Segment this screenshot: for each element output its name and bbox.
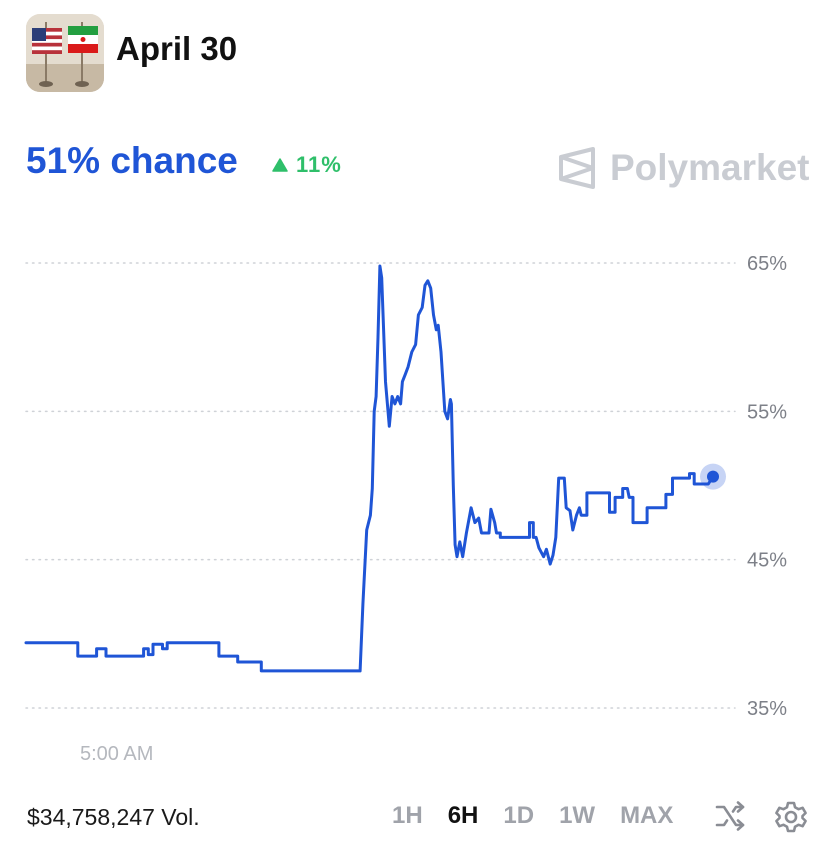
- polymarket-brand: Polymarket: [558, 146, 810, 190]
- volume-label: $34,758,247 Vol.: [27, 804, 200, 830]
- x-tick-label: 5:00 AM: [80, 743, 153, 765]
- us-iran-flags-image: [26, 14, 104, 92]
- range-1w-button[interactable]: 1W: [559, 802, 596, 829]
- probability-line: [24, 264, 715, 673]
- change-indicator: 11%: [272, 152, 342, 178]
- shuffle-icon[interactable]: [714, 800, 746, 832]
- time-range-selector: 1H 6H 1D 1W MAX: [392, 802, 673, 830]
- range-1h-button[interactable]: 1H: [392, 802, 423, 829]
- chart-footer: $34,758,247 Vol. 1H 6H 1D 1W MAX: [0, 796, 832, 840]
- brand-name: Polymarket: [610, 147, 810, 188]
- polymarket-logo-icon: [559, 147, 595, 189]
- change-value: 11%: [296, 152, 342, 177]
- market-thumbnail: [26, 14, 104, 92]
- price-chart[interactable]: 65% 55% 45% 35% 5:00 AM: [0, 230, 832, 770]
- y-tick-label: 65%: [747, 253, 787, 275]
- y-tick-label: 55%: [747, 401, 787, 423]
- up-triangle-icon: [272, 158, 288, 172]
- range-6h-button[interactable]: 6H: [447, 802, 479, 829]
- range-1d-button[interactable]: 1D: [503, 802, 535, 829]
- settings-gear-icon[interactable]: [774, 800, 808, 834]
- market-title: April 30: [116, 30, 238, 67]
- current-point: [707, 470, 719, 483]
- y-tick-label: 35%: [747, 698, 787, 720]
- y-tick-label: 45%: [747, 550, 787, 572]
- range-max-button[interactable]: MAX: [620, 802, 674, 829]
- chance-value: 51% chance: [26, 140, 238, 181]
